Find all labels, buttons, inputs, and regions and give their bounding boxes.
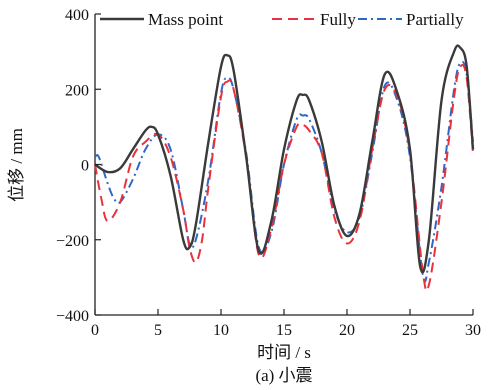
legend: Mass point Fully Partially [100, 10, 464, 29]
series-group [94, 44, 475, 292]
x-tick-label: 10 [213, 322, 229, 339]
x-tick-label: 25 [402, 322, 418, 339]
y-tick-label: −200 [56, 233, 89, 250]
y-tick-label: 200 [65, 82, 89, 99]
chart-caption: (a) 小震 [255, 366, 312, 385]
legend-label: Mass point [148, 10, 223, 29]
y-tick-label: 0 [81, 158, 89, 175]
y-tick-label: 400 [65, 7, 89, 24]
series-line-partially [94, 60, 474, 283]
x-tick-label: 0 [91, 322, 99, 339]
y-axis-label: 位移 / mm [7, 128, 26, 202]
series-line-fully [94, 64, 474, 292]
x-tick-label: 15 [276, 322, 292, 339]
x-tick-label: 20 [339, 322, 355, 339]
series-line-mass-point [94, 44, 475, 274]
legend-label: Fully [320, 10, 356, 29]
y-tick-label: −400 [56, 308, 89, 325]
legend-label: Partially [406, 10, 464, 29]
x-tick-label: 5 [154, 322, 162, 339]
ticks: 0 5 10 15 20 25 30 −400 −200 0 200 400 [56, 7, 481, 339]
x-tick-label: 30 [465, 322, 481, 339]
x-axis-label: 时间 / s [257, 343, 311, 362]
